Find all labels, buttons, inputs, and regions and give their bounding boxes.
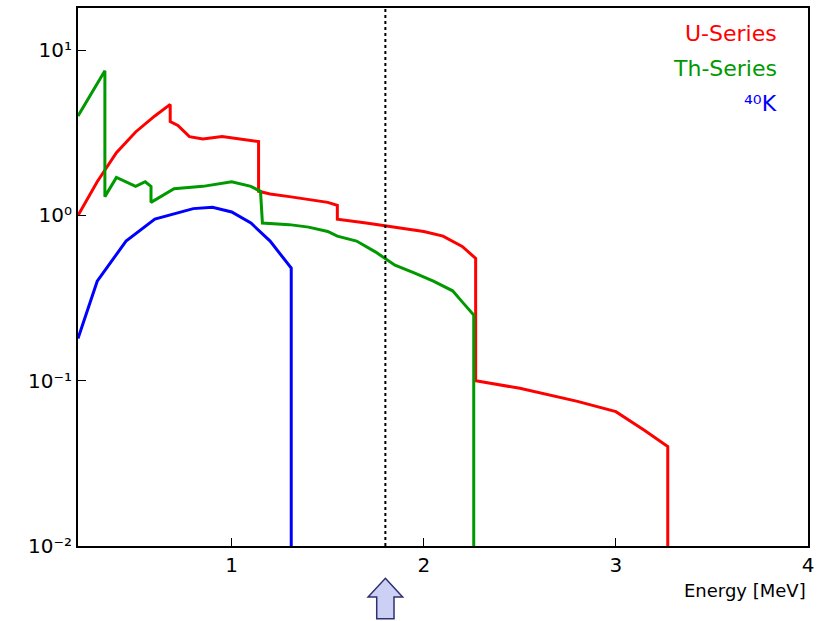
svg-text:Th-Series: Th-Series [673, 56, 777, 81]
svg-text:10⁻¹: 10⁻¹ [28, 369, 72, 393]
svg-text:4: 4 [802, 553, 815, 577]
svg-text:⁴⁰K: ⁴⁰K [744, 91, 777, 116]
svg-text:U-Series: U-Series [685, 21, 777, 46]
svg-text:3: 3 [610, 553, 623, 577]
svg-text:2: 2 [417, 553, 430, 577]
svg-text:10¹: 10¹ [39, 38, 72, 62]
svg-text:Energy [MeV]: Energy [MeV] [684, 580, 806, 601]
svg-text:1: 1 [225, 553, 238, 577]
svg-text:10⁰: 10⁰ [39, 203, 72, 227]
svg-text:10⁻²: 10⁻² [28, 534, 72, 558]
